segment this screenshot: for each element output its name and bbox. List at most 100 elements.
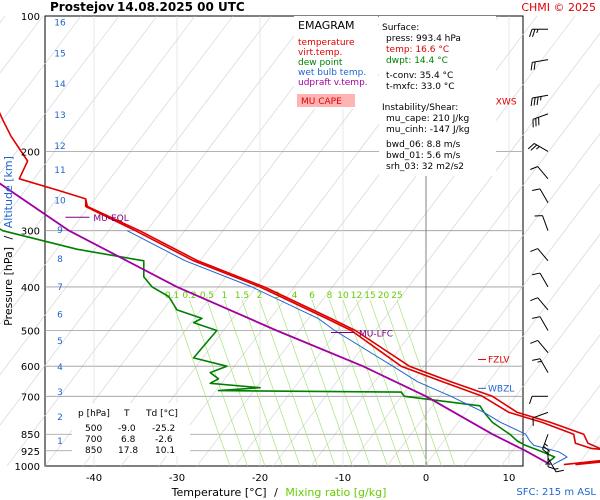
temperature-tick-label: -40 [86, 473, 102, 484]
pressure-tick-label: 300 [21, 227, 40, 238]
y-axis-altitude-label: Altitude [km] [2, 156, 15, 228]
surface-dewpoint: dwpt: 14.4 °C [386, 56, 448, 66]
mu-cinh-value: mu_cinh: -147 J/kg [386, 125, 470, 135]
adiabat-line [386, 183, 600, 467]
wind-barb-flag [540, 96, 542, 101]
mixing-ratio-line [396, 299, 456, 467]
sounding-datetime: 14.08.2025 00 UTC [117, 0, 245, 14]
surface-temperature: temp: 16.6 °C [386, 45, 449, 55]
series-udpraft-v-temp [0, 182, 551, 466]
adiabat-line [0, 15, 272, 376]
wind-barb-flag [533, 97, 536, 106]
pressure-tick-label: 925 [21, 447, 40, 458]
surface-title: Surface: [382, 23, 419, 33]
mixing-ratio-label: 8 [327, 291, 333, 301]
mu-cape-value: mu_cape: 210 J/kg [386, 114, 469, 124]
mixing-ratio-line [329, 299, 388, 467]
table-header-p: p [hPa] [78, 409, 110, 419]
mixing-ratio-line [383, 299, 442, 467]
table-cell: -2.6 [155, 435, 173, 445]
altitude-tick-label: 8 [57, 255, 63, 265]
wind-barb-flag [544, 443, 549, 447]
wind-barb-flag [532, 188, 541, 192]
y-axis-title: Pressure [hPa] / Altitude [km] [2, 156, 15, 326]
mixing-ratio-label: 0.1 [165, 291, 179, 301]
adiabat-line [0, 15, 82, 124]
table-cell: 17.8 [118, 446, 138, 456]
adiabat-line [0, 15, 310, 426]
altitude-tick-label: 6 [57, 310, 63, 320]
adiabat-line [0, 15, 196, 275]
temperature-tick-label: -20 [252, 473, 268, 484]
wind-barb-flag [530, 144, 538, 151]
wind-barb-flag [530, 297, 538, 302]
table-cell: 500 [85, 424, 102, 434]
altitude-tick-label: 14 [54, 80, 66, 90]
wind-barb-flag [533, 61, 536, 70]
wind-barb-flag [536, 96, 539, 105]
legend-item-virt-temp: virt.temp. [298, 48, 342, 58]
instability-title: Instability/Shear: [382, 103, 458, 113]
mu-cape-label: MU CAPE [301, 97, 342, 107]
temperature-tick-label: 0 [423, 473, 429, 484]
wind-barb-flag [532, 272, 541, 276]
wind-barb-staff [539, 272, 549, 288]
srh-03-value: srh_03: 32 m2/s2 [386, 162, 464, 172]
x-axis-title: Temperature [°C] / Mixing ratio [g/kg] [171, 486, 387, 499]
mixing-ratio-line [294, 299, 353, 467]
annotation-mu-eql: MU-EQL [93, 214, 128, 224]
wind-barb-staff [537, 297, 549, 311]
altitude-tick-label: 15 [54, 49, 65, 59]
wind-barb-flag [554, 467, 559, 470]
table-cell: -9.0 [118, 424, 136, 434]
altitude-tick-label: 10 [54, 197, 66, 207]
table-cell: 850 [85, 446, 102, 456]
mixing-ratio-label: 0.5 [200, 291, 214, 301]
mixing-ratio-line [342, 299, 402, 467]
mixing-ratio-label: 1.5 [235, 291, 249, 301]
temperature-tick-label: 10 [503, 473, 516, 484]
mixing-ratio-line [356, 299, 415, 467]
mixing-ratio-label: 4 [292, 291, 298, 301]
mixing-ratio-label: 25 [391, 291, 402, 301]
wind-barb-staff [532, 411, 549, 419]
mixing-ratio-label: 0.2 [182, 291, 196, 301]
legend-title: EMAGRAM [298, 19, 355, 32]
mixing-ratio-label: 12 [351, 291, 362, 301]
wind-barb-staff [537, 166, 549, 180]
adiabat-line [538, 384, 600, 467]
series-virt-temp [84, 198, 600, 466]
mixing-ratio-line [171, 299, 231, 467]
table-header-t: T [123, 409, 130, 419]
adiabat-line [500, 334, 600, 467]
x-axis-temperature-label: Temperature [°C] [171, 486, 267, 499]
annotation-wbzl: WBZL [488, 384, 514, 394]
mixing-ratio-label: 10 [337, 291, 349, 301]
mixing-ratio-label: 2 [257, 291, 263, 301]
pressure-tick-label: 200 [21, 147, 40, 158]
wind-barb-flag [529, 396, 533, 405]
mixing-ratio-label: 15 [364, 291, 375, 301]
wind-barb-flag [529, 29, 533, 37]
adiabat-line [0, 15, 234, 325]
annotation-mu-lfc: MU-LFC [359, 329, 393, 339]
legend-item-dew-point: dew point [298, 58, 343, 68]
wind-barb-staff [539, 316, 549, 331]
pressure-tick-label: 850 [21, 430, 40, 441]
altitude-tick-label: 7 [57, 283, 63, 293]
pressure-tick-label: 400 [21, 283, 40, 294]
pressure-tick-label: 500 [21, 327, 40, 338]
mixing-ratio-line [189, 299, 248, 467]
altitude-tick-label: 13 [54, 111, 65, 121]
wind-barb-staff [537, 248, 549, 262]
altitude-tick-label: 12 [54, 142, 65, 152]
temperature-tick-label: -30 [169, 473, 185, 484]
wind-barb-flag [530, 97, 533, 107]
adiabat-line [310, 83, 600, 467]
mixing-ratio-line [276, 299, 336, 467]
pressure-tick-label: 700 [21, 392, 40, 403]
table-cell: 10.1 [155, 446, 175, 456]
altitude-tick-label: 5 [57, 337, 63, 347]
altitude-tick-label: 11 [54, 166, 65, 176]
